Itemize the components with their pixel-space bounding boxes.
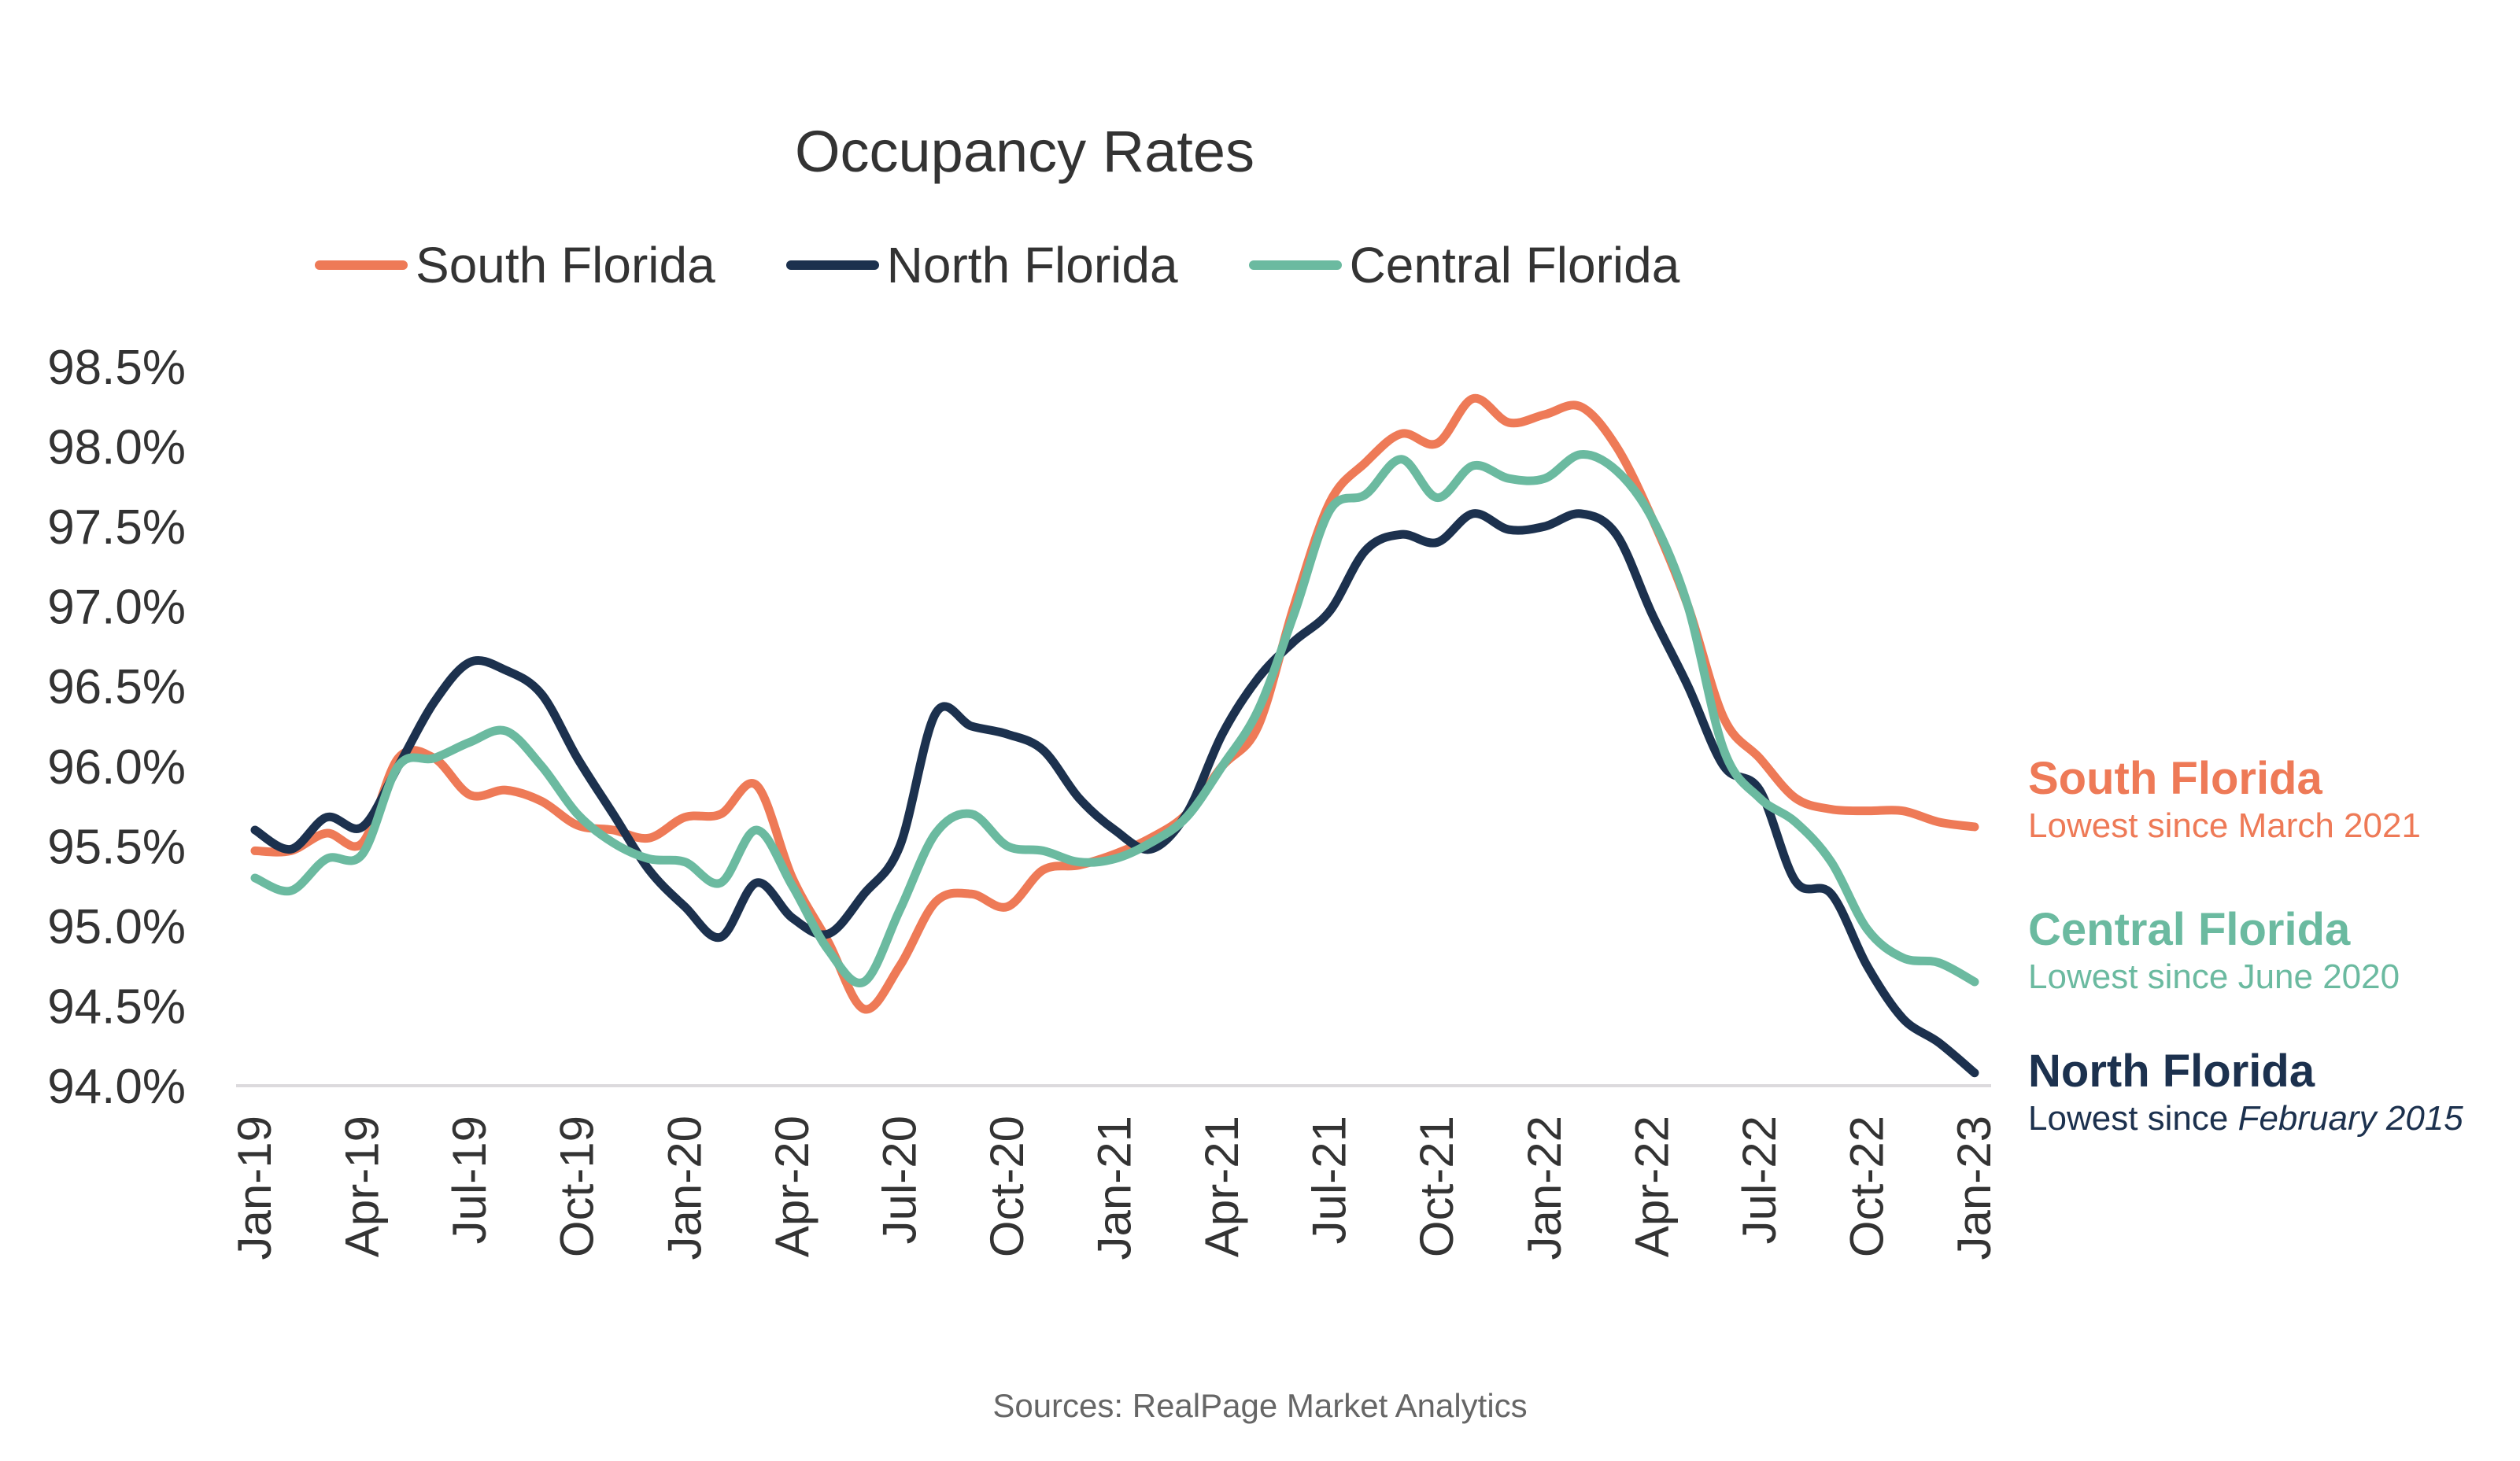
x-tick-label: Apr-22 (1625, 1116, 1678, 1257)
x-tick-label: Jan-20 (658, 1116, 711, 1260)
legend-label: Central Florida (1349, 237, 1680, 293)
annotation-text: Lowest since March 2021 (2028, 806, 2421, 845)
legend-swatch (785, 260, 879, 270)
annotation-north-florida: North Florida Lowest since February 2015 (2028, 1046, 2463, 1141)
legend-label: South Florida (416, 237, 715, 293)
source-note: Sources: RealPage Market Analytics (992, 1387, 1528, 1424)
x-tick-label: Jul-21 (1303, 1116, 1356, 1244)
y-tick-label: 96.0% (47, 740, 186, 795)
y-tick-label: 96.5% (47, 660, 186, 714)
x-tick-label: Jan-19 (228, 1116, 281, 1260)
legend-swatch (1248, 260, 1342, 270)
annotation-text: Lowest since June 2020 (2028, 957, 2400, 996)
annotation-central-florida: Central Florida Lowest since June 2020 (2028, 905, 2400, 999)
series-line-central-florida (250, 450, 1979, 987)
x-tick-label: Jul-22 (1733, 1116, 1786, 1244)
chart-title: Occupancy Rates (794, 119, 1255, 184)
annotation-text-plain: Lowest since (2028, 1099, 2238, 1138)
annotation-south-florida: South Florida Lowest since March 2021 (2028, 754, 2421, 848)
series-line-south-florida (250, 393, 1979, 1014)
x-tick-label: Apr-21 (1195, 1116, 1248, 1257)
y-tick-label: 95.0% (47, 900, 186, 954)
y-tick-label: 95.5% (47, 820, 186, 874)
x-tick-label: Jan-22 (1518, 1116, 1571, 1260)
x-tick-label: Jan-21 (1088, 1116, 1141, 1260)
legend-item-central-florida: Central Florida (1248, 236, 1680, 294)
y-tick-label: 98.0% (47, 421, 186, 475)
x-tick-label: Jul-20 (873, 1116, 926, 1244)
series-line-north-florida (250, 509, 1979, 1078)
x-tick-label: Apr-19 (336, 1116, 389, 1257)
y-tick-label: 97.0% (47, 581, 186, 635)
y-tick-label: 94.5% (47, 980, 186, 1034)
y-tick-label: 98.5% (47, 341, 186, 395)
annotation-heading: Central Florida (2028, 904, 2351, 955)
x-tick-label: Oct-21 (1410, 1116, 1463, 1257)
x-tick-label: Jan-23 (1948, 1116, 2001, 1260)
annotation-heading: South Florida (2028, 753, 2322, 804)
x-tick-label: Oct-22 (1840, 1116, 1893, 1257)
x-tick-label: Oct-20 (981, 1116, 1033, 1257)
x-tick-label: Jul-19 (443, 1116, 496, 1244)
annotation-text: Lowest since February 2015 (2028, 1097, 2463, 1141)
legend-swatch (315, 260, 408, 270)
legend-item-north-florida: North Florida (785, 236, 1178, 294)
legend-label: North Florida (886, 237, 1178, 293)
annotation-text-italic: February 2015 (2237, 1099, 2463, 1138)
x-tick-label: Apr-20 (766, 1116, 818, 1257)
x-tick-label: Oct-19 (551, 1116, 604, 1257)
y-tick-label: 97.5% (47, 500, 186, 555)
legend-item-south-florida: South Florida (315, 236, 715, 294)
annotation-heading: North Florida (2028, 1046, 2315, 1097)
legend: South Florida North Florida Central Flor… (315, 236, 1679, 294)
y-tick-label: 94.0% (47, 1060, 186, 1114)
